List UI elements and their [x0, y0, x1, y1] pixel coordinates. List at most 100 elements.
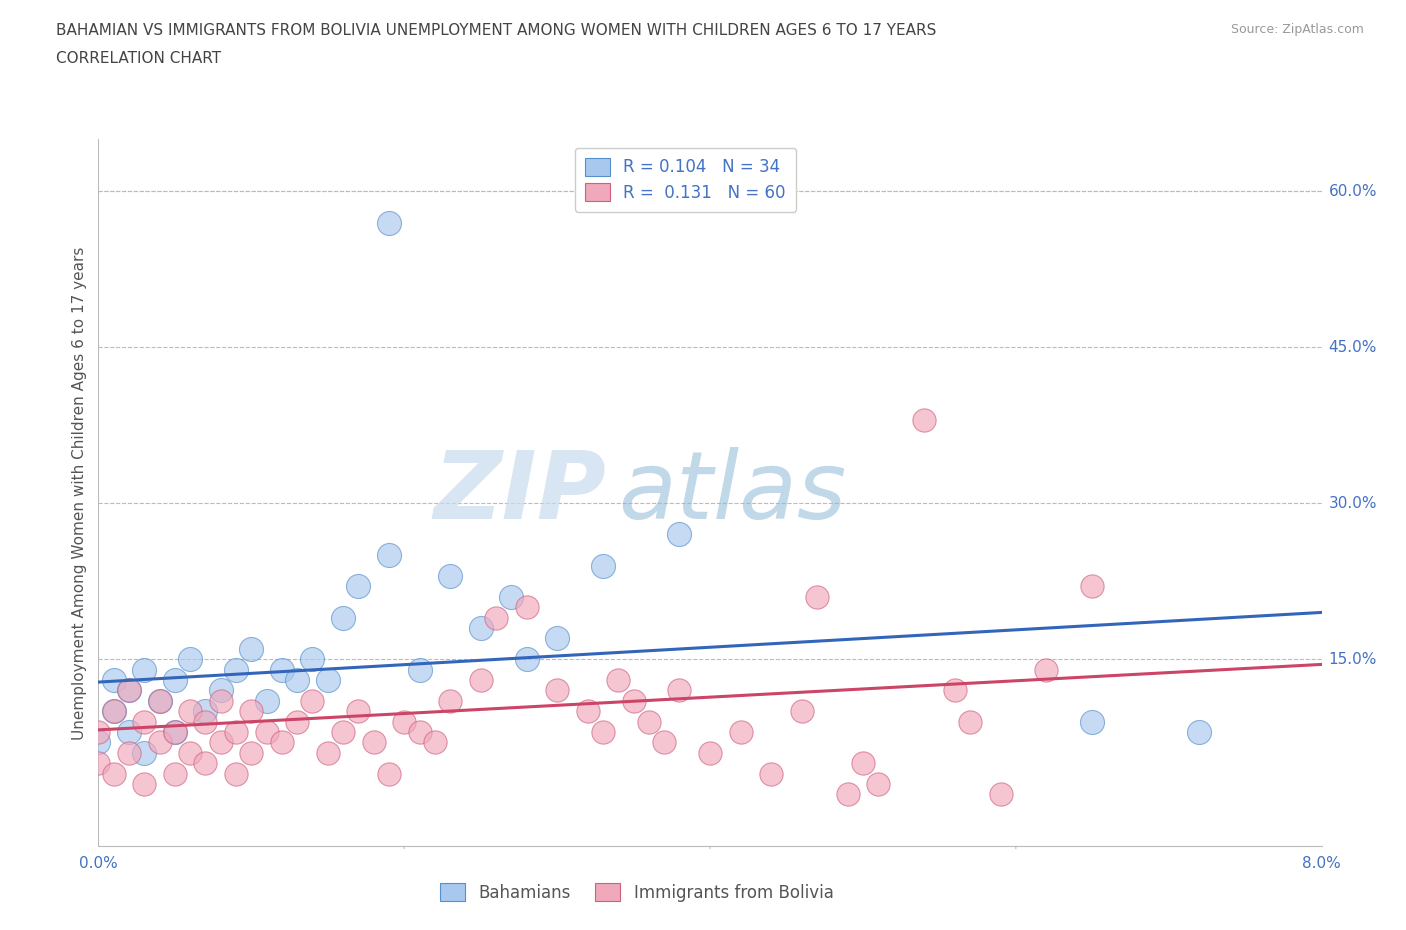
- Point: [439, 568, 461, 583]
- Text: ZIP: ZIP: [433, 447, 606, 538]
- Point: [87, 735, 110, 750]
- Point: [179, 652, 201, 667]
- Point: [730, 724, 752, 739]
- Point: [301, 694, 323, 709]
- Point: [408, 662, 430, 677]
- Point: [652, 735, 675, 750]
- Point: [134, 777, 156, 791]
- Point: [806, 590, 828, 604]
- Text: CORRELATION CHART: CORRELATION CHART: [56, 51, 221, 66]
- Point: [225, 724, 247, 739]
- Point: [163, 724, 186, 739]
- Point: [118, 745, 141, 760]
- Point: [256, 724, 278, 739]
- Point: [607, 672, 630, 687]
- Point: [103, 704, 125, 719]
- Point: [912, 413, 935, 428]
- Point: [179, 704, 201, 719]
- Point: [134, 662, 156, 677]
- Point: [209, 694, 232, 709]
- Point: [163, 672, 186, 687]
- Point: [149, 735, 172, 750]
- Point: [546, 631, 568, 645]
- Point: [363, 735, 385, 750]
- Point: [118, 724, 141, 739]
- Point: [103, 672, 125, 687]
- Point: [470, 672, 492, 687]
- Legend: Bahamians, Immigrants from Bolivia: Bahamians, Immigrants from Bolivia: [433, 877, 841, 909]
- Point: [378, 766, 401, 781]
- Point: [256, 694, 278, 709]
- Point: [301, 652, 323, 667]
- Point: [225, 662, 247, 677]
- Point: [423, 735, 446, 750]
- Point: [332, 610, 354, 625]
- Point: [623, 694, 645, 709]
- Text: 45.0%: 45.0%: [1329, 339, 1376, 355]
- Point: [790, 704, 813, 719]
- Point: [1188, 724, 1211, 739]
- Point: [103, 766, 125, 781]
- Point: [332, 724, 354, 739]
- Point: [347, 579, 370, 594]
- Point: [392, 714, 416, 729]
- Point: [1035, 662, 1057, 677]
- Point: [668, 527, 690, 542]
- Point: [592, 724, 614, 739]
- Point: [240, 745, 263, 760]
- Point: [270, 735, 294, 750]
- Point: [87, 756, 110, 771]
- Point: [163, 766, 186, 781]
- Point: [134, 745, 156, 760]
- Point: [837, 787, 859, 802]
- Text: BAHAMIAN VS IMMIGRANTS FROM BOLIVIA UNEMPLOYMENT AMONG WOMEN WITH CHILDREN AGES : BAHAMIAN VS IMMIGRANTS FROM BOLIVIA UNEM…: [56, 23, 936, 38]
- Text: Source: ZipAtlas.com: Source: ZipAtlas.com: [1230, 23, 1364, 36]
- Point: [759, 766, 782, 781]
- Point: [868, 777, 890, 791]
- Point: [592, 558, 614, 573]
- Point: [668, 683, 690, 698]
- Point: [194, 714, 217, 729]
- Point: [378, 215, 401, 230]
- Point: [408, 724, 430, 739]
- Point: [149, 694, 172, 709]
- Point: [194, 704, 217, 719]
- Point: [103, 704, 125, 719]
- Point: [118, 683, 141, 698]
- Point: [179, 745, 201, 760]
- Point: [87, 724, 110, 739]
- Point: [163, 724, 186, 739]
- Point: [943, 683, 966, 698]
- Point: [546, 683, 568, 698]
- Point: [485, 610, 508, 625]
- Point: [209, 735, 232, 750]
- Text: atlas: atlas: [619, 447, 846, 538]
- Point: [637, 714, 661, 729]
- Point: [316, 745, 339, 760]
- Point: [134, 714, 156, 729]
- Point: [470, 620, 492, 635]
- Point: [959, 714, 981, 729]
- Point: [699, 745, 721, 760]
- Text: 15.0%: 15.0%: [1329, 652, 1376, 667]
- Point: [118, 683, 141, 698]
- Y-axis label: Unemployment Among Women with Children Ages 6 to 17 years: Unemployment Among Women with Children A…: [72, 246, 87, 739]
- Point: [240, 642, 263, 657]
- Point: [1081, 714, 1104, 729]
- Point: [852, 756, 875, 771]
- Point: [576, 704, 599, 719]
- Point: [209, 683, 232, 698]
- Point: [285, 714, 308, 729]
- Point: [225, 766, 247, 781]
- Point: [347, 704, 370, 719]
- Point: [285, 672, 308, 687]
- Point: [316, 672, 339, 687]
- Text: 30.0%: 30.0%: [1329, 496, 1376, 511]
- Point: [516, 600, 538, 615]
- Point: [1081, 579, 1104, 594]
- Point: [516, 652, 538, 667]
- Text: 60.0%: 60.0%: [1329, 184, 1376, 199]
- Point: [378, 548, 401, 563]
- Point: [149, 694, 172, 709]
- Point: [501, 590, 523, 604]
